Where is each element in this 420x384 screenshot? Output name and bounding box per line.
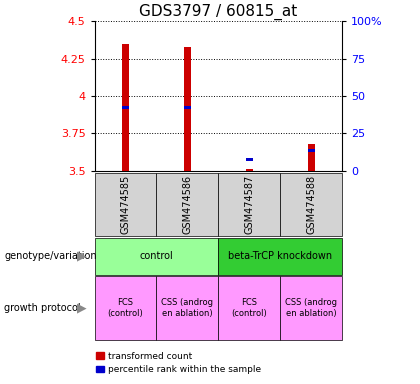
Bar xyxy=(122,44,129,171)
Text: CSS (androg
en ablation): CSS (androg en ablation) xyxy=(285,298,337,318)
Text: GSM474587: GSM474587 xyxy=(244,175,255,234)
Bar xyxy=(218,173,281,236)
Bar xyxy=(307,144,315,171)
Text: beta-TrCP knockdown: beta-TrCP knockdown xyxy=(228,251,332,262)
Bar xyxy=(281,276,342,340)
Text: genotype/variation: genotype/variation xyxy=(4,251,97,262)
Text: GSM474588: GSM474588 xyxy=(306,175,316,234)
Legend: transformed count, percentile rank within the sample: transformed count, percentile rank withi… xyxy=(97,352,261,374)
Bar xyxy=(246,169,253,171)
Bar xyxy=(246,158,253,161)
Bar xyxy=(281,173,342,236)
Bar xyxy=(94,173,156,236)
Bar xyxy=(156,173,218,236)
Text: control: control xyxy=(139,251,173,262)
Bar xyxy=(218,238,342,275)
Text: GSM474585: GSM474585 xyxy=(121,175,131,234)
Text: FCS
(control): FCS (control) xyxy=(231,298,267,318)
Text: growth protocol: growth protocol xyxy=(4,303,81,313)
Bar xyxy=(184,46,191,171)
Title: GDS3797 / 60815_at: GDS3797 / 60815_at xyxy=(139,3,297,20)
Bar xyxy=(122,106,129,109)
Text: ▶: ▶ xyxy=(76,250,86,263)
Bar xyxy=(184,106,191,109)
Bar xyxy=(94,238,218,275)
Bar xyxy=(156,276,218,340)
Text: FCS
(control): FCS (control) xyxy=(108,298,143,318)
Bar xyxy=(218,276,281,340)
Text: CSS (androg
en ablation): CSS (androg en ablation) xyxy=(161,298,213,318)
Bar xyxy=(94,276,156,340)
Text: GSM474586: GSM474586 xyxy=(182,175,192,234)
Bar xyxy=(308,149,315,152)
Text: ▶: ▶ xyxy=(76,302,86,314)
